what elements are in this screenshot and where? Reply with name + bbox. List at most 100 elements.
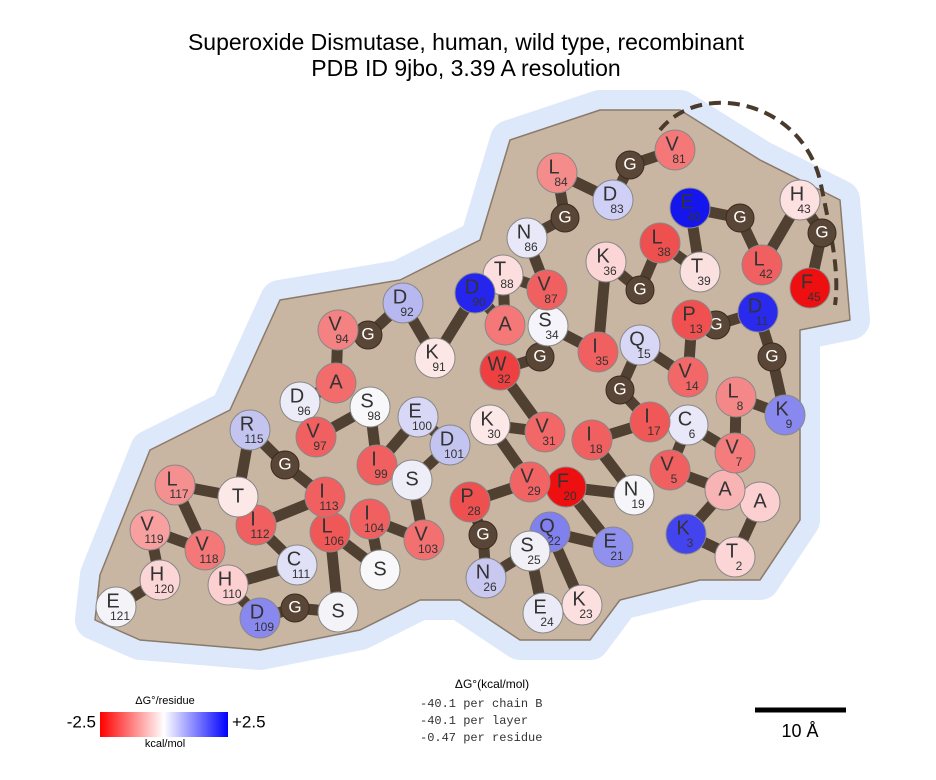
residue-letter: I (371, 448, 377, 470)
residue-letter: E (680, 191, 693, 213)
residue (592, 526, 634, 568)
residue-number: 84 (554, 175, 568, 189)
residue (349, 386, 391, 428)
residue-number: 111 (292, 567, 311, 581)
residue (639, 222, 681, 264)
residue (454, 272, 496, 314)
residue-letter: C (287, 548, 301, 570)
residue-number: 22 (547, 534, 561, 548)
residue-number: 26 (483, 580, 497, 594)
residue-letter: G (633, 279, 646, 298)
residue (667, 356, 709, 398)
colorbar-title: ΔG°/residue (135, 695, 194, 707)
residue (522, 592, 564, 634)
residue-number: 32 (497, 372, 511, 386)
residue-number: 18 (589, 442, 603, 456)
residue (665, 513, 707, 555)
residue-number: 42 (759, 267, 773, 281)
residue (561, 584, 603, 626)
scale-label: 10 Å (781, 721, 818, 741)
residue (317, 309, 359, 351)
energy-title: ΔG°(kcal/mol) (455, 677, 529, 691)
residue (465, 557, 507, 599)
residue-letter: D (393, 286, 407, 308)
residue (414, 337, 456, 379)
residue-number: 29 (527, 484, 541, 498)
residue-letter: L (321, 515, 332, 537)
residue-letter: H (218, 568, 232, 590)
residue-letter: Q (629, 328, 645, 350)
residue (397, 396, 439, 438)
residue-letter: G (765, 346, 778, 365)
residue (679, 251, 721, 293)
residue-letter: D (465, 276, 479, 298)
residue (714, 536, 756, 578)
title: Superoxide Dismutase, human, wild type, … (188, 29, 745, 55)
energy-line: -0.47 per residue (420, 731, 542, 745)
residue-number: 96 (297, 404, 311, 418)
residue-letter: S (405, 468, 418, 490)
residue (270, 450, 300, 480)
residue-number: 87 (544, 292, 558, 306)
residue-number: 109 (254, 620, 274, 634)
colorbar (100, 712, 228, 737)
residue-number: 117 (169, 487, 188, 501)
residue (715, 376, 757, 418)
residue-letter: V (725, 436, 739, 458)
residue-letter: P (682, 303, 695, 325)
residue-number: 28 (467, 504, 481, 518)
residue-letter: P (460, 485, 473, 507)
residue-number: 21 (610, 549, 624, 563)
residue (359, 549, 401, 591)
residue-number: 5 (671, 472, 678, 486)
residue (129, 509, 171, 551)
residue (613, 474, 655, 516)
residue-letter: T (494, 258, 506, 280)
residue-letter: A (498, 313, 512, 335)
residue-number: 2 (736, 559, 743, 573)
residue-letter: W (488, 353, 507, 375)
residue-number: 92 (400, 305, 414, 319)
residue-letter: G (613, 379, 626, 398)
residue (479, 349, 521, 391)
residue-number: 81 (672, 152, 686, 166)
residue-letter: I (364, 502, 370, 524)
residue-letter: S (538, 309, 551, 331)
residue-letter: V (537, 273, 551, 295)
residue-letter: V (414, 523, 428, 545)
residue-number: 23 (579, 607, 593, 621)
residue (403, 519, 445, 561)
residue (449, 481, 491, 523)
residue (229, 409, 271, 451)
residue-letter: D (603, 183, 617, 205)
residue-number: 6 (689, 427, 696, 441)
colorbar-min: -2.5 (67, 712, 96, 731)
residue-letter: A (329, 371, 343, 393)
residue-number: 99 (374, 467, 388, 481)
residue-number: 24 (540, 615, 554, 629)
residue (509, 461, 551, 503)
residue (349, 498, 391, 540)
residue (714, 432, 756, 474)
residue-number: 119 (144, 532, 163, 546)
residue (207, 564, 249, 606)
residue-number: 120 (154, 582, 174, 596)
residue-letter: L (651, 226, 662, 248)
residue-letter: V (140, 513, 154, 535)
residue-letter: K (676, 517, 690, 539)
residue-number: 90 (472, 295, 486, 309)
residue-letter: L (753, 248, 764, 270)
residue-letter: G (288, 597, 301, 616)
residue-letter: E (408, 400, 421, 422)
residue (757, 342, 787, 372)
residue (295, 416, 337, 458)
residue (669, 187, 711, 229)
residue-number: 13 (689, 322, 703, 336)
residue (217, 476, 259, 518)
residue (779, 179, 821, 221)
residue-number: 40 (687, 210, 701, 224)
residue (154, 464, 196, 506)
residue-letter: G (558, 207, 571, 226)
residue (764, 394, 806, 436)
